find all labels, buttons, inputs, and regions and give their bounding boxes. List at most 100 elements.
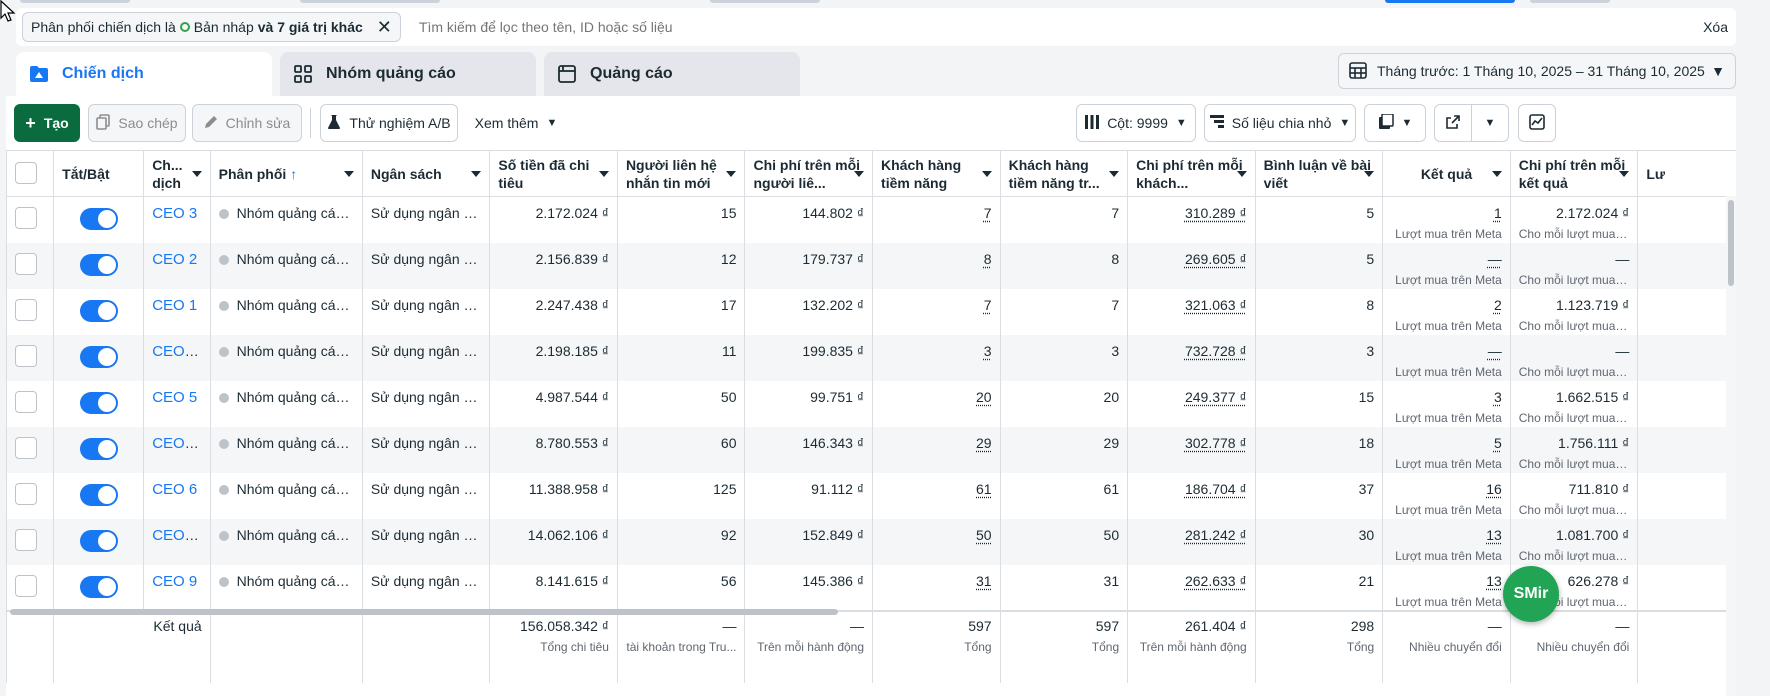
cost-per-lead-value[interactable]: 269.605 ₫ bbox=[1184, 250, 1247, 267]
header-campaign[interactable]: Ch... dịch bbox=[143, 150, 211, 197]
close-icon[interactable]: ✕ bbox=[376, 16, 392, 37]
on-off-toggle[interactable] bbox=[80, 391, 119, 414]
row-checkbox[interactable] bbox=[15, 298, 37, 321]
export-button[interactable] bbox=[1434, 104, 1472, 142]
header-amount-spent[interactable]: Số tiền đã chi tiêu bbox=[489, 150, 618, 197]
filter-chip[interactable]: Phân phối chiến dịch là Bản nháp và 7 gi… bbox=[22, 12, 401, 42]
sort-ascending-icon[interactable]: ↑ bbox=[290, 165, 298, 182]
results-value[interactable]: 13 bbox=[1486, 572, 1502, 589]
select-all-checkbox[interactable] bbox=[15, 161, 37, 184]
export-menu-button[interactable]: ▼ bbox=[1471, 104, 1509, 142]
see-more-button[interactable]: Xem thêm ▼ bbox=[466, 104, 566, 142]
header-results[interactable]: Kết quả bbox=[1382, 150, 1511, 197]
results-value[interactable]: 3 bbox=[1493, 388, 1502, 405]
smir-floating-button[interactable]: SMir bbox=[1503, 566, 1559, 622]
chevron-down-icon[interactable] bbox=[343, 171, 354, 177]
row-checkbox[interactable] bbox=[15, 344, 37, 367]
columns-button[interactable]: Cột: 9999 ▼ bbox=[1076, 104, 1196, 142]
breakdown-button[interactable]: Số liệu chia nhỏ ▼ bbox=[1204, 104, 1356, 142]
header-leads-2[interactable]: Khách hàng tiềm năng tr... bbox=[999, 150, 1129, 197]
duplicate-button[interactable]: Sao chép bbox=[88, 104, 186, 142]
leads-value[interactable]: 29 bbox=[976, 434, 992, 451]
table-row[interactable]: CEO 95 Nhóm quảng cáo: T Sử dụng ngân s...… bbox=[6, 518, 1736, 565]
cost-per-lead-value[interactable]: 262.633 ₫ bbox=[1184, 572, 1247, 589]
results-value[interactable]: 5 bbox=[1493, 434, 1502, 451]
header-cost-per-result[interactable]: Chi phí trên mỗi kết quả bbox=[1509, 150, 1639, 197]
header-new-contacts[interactable]: Người liên hệ nhắn tin mới bbox=[616, 150, 746, 197]
results-value[interactable]: 16 bbox=[1486, 480, 1502, 497]
table-row[interactable]: CEO 3 Nhóm quảng cáo: T Sử dụng ngân s... 2… bbox=[6, 196, 1736, 243]
on-off-toggle[interactable] bbox=[80, 529, 119, 552]
cost-per-lead-value[interactable]: 732.728 ₫ bbox=[1184, 342, 1247, 359]
chevron-down-icon[interactable] bbox=[471, 171, 482, 177]
leads-value[interactable]: 61 bbox=[976, 480, 992, 497]
leads-value[interactable]: 50 bbox=[976, 526, 992, 543]
chevron-down-icon[interactable] bbox=[981, 171, 992, 177]
on-off-toggle[interactable] bbox=[80, 253, 119, 276]
ab-test-button[interactable]: Thử nghiệm A/B bbox=[320, 104, 458, 142]
chevron-down-icon[interactable] bbox=[1236, 171, 1247, 177]
cost-per-lead-value[interactable]: 249.377 ₫ bbox=[1184, 388, 1247, 405]
create-button[interactable]: + Tạo bbox=[14, 104, 80, 142]
leads-value[interactable]: 31 bbox=[976, 572, 992, 589]
results-value[interactable]: 2 bbox=[1493, 296, 1502, 313]
row-checkbox[interactable] bbox=[15, 390, 37, 413]
campaign-link[interactable]: CEO 1 bbox=[152, 296, 198, 314]
results-value[interactable]: — bbox=[1487, 342, 1502, 359]
horizontal-scrollbar[interactable] bbox=[6, 606, 1736, 616]
on-off-toggle[interactable] bbox=[80, 208, 119, 230]
on-off-toggle[interactable] bbox=[80, 483, 119, 506]
header-delivery[interactable]: Phân phối ↑ bbox=[209, 150, 363, 197]
campaign-link[interactable]: CEO 3 bbox=[152, 205, 198, 222]
on-off-toggle[interactable] bbox=[80, 299, 119, 322]
chevron-down-icon[interactable] bbox=[1619, 171, 1630, 177]
table-row[interactable]: CEO 9 Nhóm quảng cáo: T Sử dụng ngân s... 8… bbox=[6, 564, 1736, 611]
table-row[interactable]: CEO 65 Nhóm quảng cáo: T Sử dụng ngân s...… bbox=[6, 426, 1736, 473]
vertical-scrollbar[interactable] bbox=[1726, 196, 1736, 696]
campaign-link[interactable]: CEO 65 bbox=[152, 434, 206, 452]
header-cost-per-contact[interactable]: Chi phí trên mỗi người liê... bbox=[744, 150, 874, 197]
row-checkbox[interactable] bbox=[15, 574, 37, 597]
leads-value[interactable]: 8 bbox=[983, 250, 992, 267]
search-input[interactable] bbox=[418, 19, 1704, 35]
campaign-link[interactable]: CEO 2 bbox=[152, 250, 198, 268]
tab-ads[interactable]: Quảng cáo bbox=[544, 52, 800, 96]
table-row[interactable]: CEO 45 Nhóm quảng cáo đã Sử dụng ngân s...… bbox=[6, 334, 1736, 381]
clear-filters-button[interactable]: Xóa bbox=[1703, 19, 1728, 35]
tab-ad-sets[interactable]: Nhóm quảng cáo bbox=[280, 52, 536, 96]
on-off-toggle[interactable] bbox=[80, 575, 119, 598]
chevron-down-icon[interactable] bbox=[598, 171, 609, 177]
row-checkbox[interactable] bbox=[15, 436, 37, 459]
edit-button[interactable]: Chỉnh sửa bbox=[192, 104, 302, 142]
cost-per-lead-value[interactable]: 302.778 ₫ bbox=[1184, 434, 1247, 451]
date-range-picker[interactable]: Tháng trước: 1 Tháng 10, 2025 – 31 Tháng… bbox=[1338, 53, 1736, 89]
cost-per-lead-value[interactable]: 281.242 ₫ bbox=[1184, 526, 1247, 543]
leads-value[interactable]: 7 bbox=[983, 296, 992, 313]
on-off-toggle[interactable] bbox=[80, 437, 119, 460]
table-row[interactable]: CEO 5 Nhóm quảng cáo: T Sử dụng ngân s... 4… bbox=[6, 380, 1736, 427]
leads-value[interactable]: 20 bbox=[976, 388, 992, 405]
row-checkbox[interactable] bbox=[15, 482, 37, 505]
campaign-link[interactable]: CEO 45 bbox=[152, 342, 206, 360]
chevron-down-icon[interactable] bbox=[1109, 171, 1120, 177]
leads-value[interactable]: 7 bbox=[983, 205, 992, 221]
leads-value[interactable]: 3 bbox=[983, 342, 992, 359]
chevron-down-icon[interactable] bbox=[191, 171, 202, 177]
header-cost-per-lead[interactable]: Chi phí trên mỗi khách... bbox=[1127, 150, 1256, 197]
table-row[interactable]: CEO 6 Nhóm quảng cáo: T Sử dụng ngân s... 1… bbox=[6, 472, 1736, 519]
results-value[interactable]: 13 bbox=[1486, 526, 1502, 543]
results-value[interactable]: — bbox=[1487, 250, 1502, 267]
reports-button[interactable]: ▼ bbox=[1364, 104, 1426, 142]
cost-per-lead-value[interactable]: 186.704 ₫ bbox=[1184, 480, 1247, 497]
cost-per-lead-value[interactable]: 310.289 ₫ bbox=[1184, 205, 1247, 221]
header-on-off[interactable]: Tắt/Bật bbox=[53, 150, 145, 197]
campaign-link[interactable]: CEO 9 bbox=[152, 572, 198, 590]
on-off-toggle[interactable] bbox=[80, 345, 119, 368]
campaign-link[interactable]: CEO 95 bbox=[152, 526, 206, 544]
header-budget[interactable]: Ngân sách bbox=[361, 150, 491, 197]
chevron-down-icon[interactable] bbox=[726, 171, 737, 177]
results-value[interactable]: 1 bbox=[1493, 205, 1502, 221]
table-row[interactable]: CEO 2 Nhóm quảng cáo: T Sử dụng ngân s... 2… bbox=[6, 242, 1736, 289]
row-checkbox[interactable] bbox=[15, 252, 37, 275]
header-truncated[interactable]: Lư bbox=[1637, 150, 1736, 197]
